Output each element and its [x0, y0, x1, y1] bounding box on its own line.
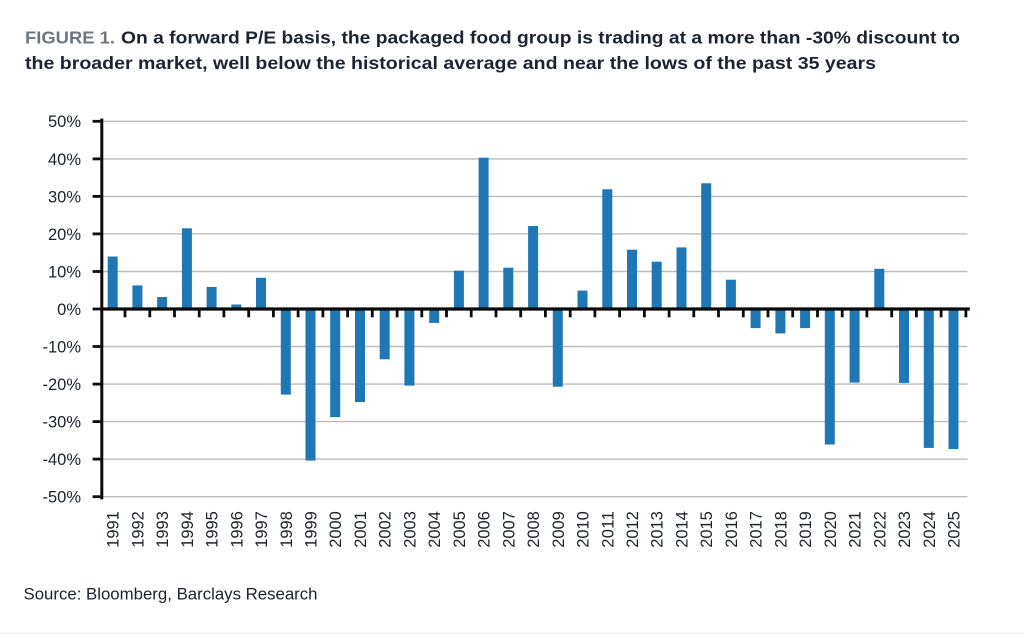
svg-text:40%: 40% [48, 151, 81, 169]
svg-text:50%: 50% [48, 113, 81, 131]
svg-text:1993: 1993 [154, 511, 172, 548]
svg-text:-20%: -20% [42, 376, 81, 394]
svg-text:2002: 2002 [377, 511, 395, 548]
svg-text:On a forward P/E basis, the pa: On a forward P/E basis, the packaged foo… [121, 27, 960, 47]
svg-text:-30%: -30% [42, 414, 81, 432]
svg-text:1995: 1995 [204, 511, 222, 548]
svg-text:2024: 2024 [921, 511, 939, 548]
svg-text:2010: 2010 [575, 511, 593, 548]
svg-text:Source: Bloomberg, Barclays Re: Source: Bloomberg, Barclays Research [24, 585, 318, 604]
svg-text:-50%: -50% [42, 489, 81, 507]
svg-text:-10%: -10% [42, 338, 81, 356]
svg-text:FIGURE 1.: FIGURE 1. [25, 27, 115, 47]
svg-text:2009: 2009 [550, 511, 568, 548]
svg-text:0%: 0% [57, 301, 81, 319]
svg-text:-40%: -40% [42, 451, 81, 469]
svg-text:2018: 2018 [772, 511, 790, 548]
svg-text:10%: 10% [48, 263, 81, 281]
svg-text:1996: 1996 [228, 511, 246, 548]
svg-text:30%: 30% [48, 188, 81, 206]
svg-text:2000: 2000 [327, 511, 345, 548]
svg-text:1998: 1998 [278, 511, 296, 548]
svg-text:20%: 20% [48, 226, 81, 244]
svg-text:1994: 1994 [179, 511, 197, 548]
svg-text:2003: 2003 [401, 511, 419, 548]
svg-text:2001: 2001 [352, 511, 370, 548]
svg-text:2021: 2021 [847, 511, 865, 548]
svg-text:2011: 2011 [599, 511, 617, 548]
svg-text:the broader market, well below: the broader market, well below the histo… [25, 53, 876, 73]
svg-text:2015: 2015 [698, 511, 716, 548]
svg-text:2007: 2007 [500, 511, 518, 548]
svg-text:2017: 2017 [748, 511, 766, 548]
svg-text:1992: 1992 [129, 511, 147, 548]
svg-text:2020: 2020 [822, 511, 840, 548]
svg-text:2016: 2016 [723, 511, 741, 548]
svg-text:2025: 2025 [946, 511, 964, 548]
svg-text:2008: 2008 [525, 511, 543, 548]
svg-text:1999: 1999 [303, 511, 321, 548]
svg-text:2022: 2022 [871, 511, 889, 548]
svg-text:2005: 2005 [451, 511, 469, 548]
svg-text:2023: 2023 [896, 511, 914, 548]
svg-text:2012: 2012 [624, 511, 642, 548]
svg-text:2004: 2004 [426, 511, 444, 548]
svg-text:2013: 2013 [649, 511, 667, 548]
svg-text:2006: 2006 [476, 511, 494, 548]
svg-text:2014: 2014 [674, 511, 692, 548]
svg-text:1997: 1997 [253, 511, 271, 548]
svg-text:1991: 1991 [105, 511, 123, 548]
svg-text:2019: 2019 [797, 511, 815, 548]
